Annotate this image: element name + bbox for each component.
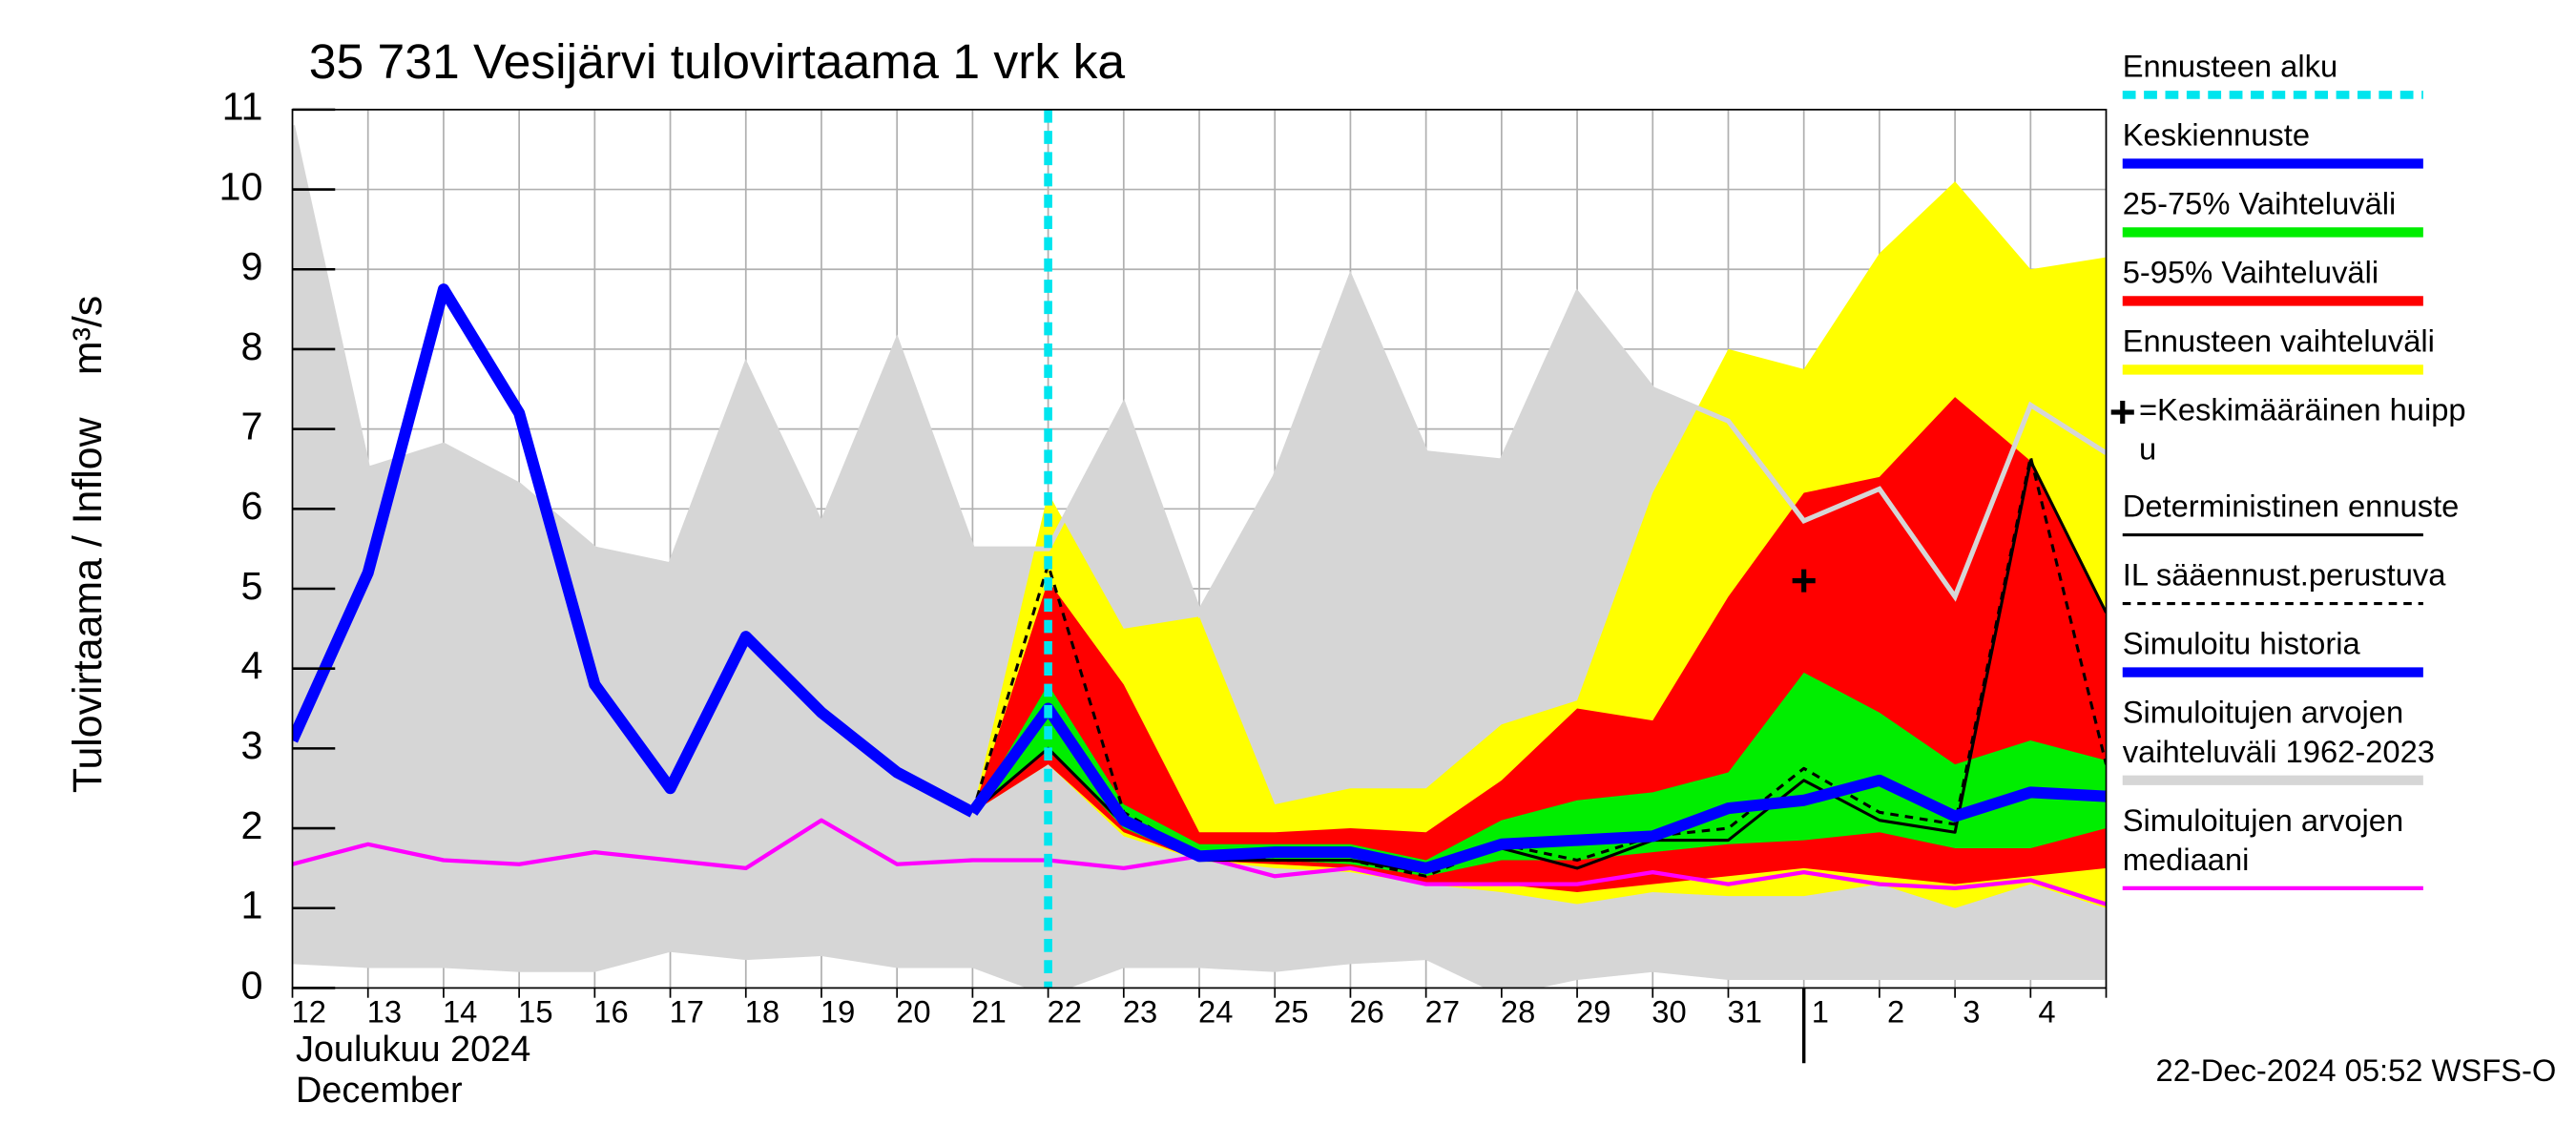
series-line [292,283,976,818]
x-tick-label: 26 [1349,994,1383,1030]
x-tick-label: 22 [1048,994,1082,1030]
legend-label: 5-95% Vaihteluväli [2123,255,2379,290]
legend-label: Deterministinen ennuste [2123,489,2460,524]
x-tick-label: 18 [745,994,779,1030]
y-axis-label: Tulovirtaama / Inflow [65,416,111,793]
legend-label: Simuloitu historia [2123,626,2361,661]
plot-area [292,109,2107,989]
band-edge [292,125,2107,619]
y-tick-label: 3 [241,723,263,767]
x-tick-label: 4 [2038,994,2055,1030]
legend-label: Simuloitujen arvojen [2123,802,2403,838]
y-tick-label: 0 [241,963,263,1007]
y-tick-label: 1 [241,884,263,927]
y-tick-label: 10 [219,164,263,208]
x-axis-label: Joulukuu 2024 [296,1030,530,1070]
x-tick-label: 31 [1728,994,1762,1030]
y-tick-label: 2 [241,803,263,847]
legend-label: 25-75% Vaihteluväli [2123,186,2397,221]
x-tick-label: 12 [292,994,326,1030]
legend-marker [2110,401,2134,424]
y-tick-label: 4 [241,644,263,688]
x-tick-label: 30 [1652,994,1686,1030]
band [972,672,2107,877]
chart-title: 35 731 Vesijärvi tulovirtaama 1 vrk ka [309,33,1126,89]
x-tick-label: 25 [1274,994,1308,1030]
x-tick-label: 28 [1501,994,1535,1030]
y-tick-label: 8 [241,324,263,368]
legend-label: =Keskimääräinen huipp [2139,392,2466,427]
y-axis-unit: m³/s [65,296,111,375]
x-tick-label: 13 [367,994,402,1030]
legend-label: Ennusteen alku [2123,49,2337,84]
legend-label: Simuloitujen arvojen [2123,695,2403,730]
peak-marker [1792,569,1816,593]
x-tick-label: 20 [896,994,930,1030]
legend-label: Ennusteen vaihteluväli [2123,323,2435,359]
y-tick-label: 6 [241,484,263,528]
plot-frame [291,109,2108,989]
x-axis-label: December [296,1071,463,1111]
x-tick-label: 15 [518,994,552,1030]
x-tick-label: 14 [443,994,477,1030]
x-tick-label: 3 [1963,994,1980,1030]
legend-label: mediaani [2123,842,2250,877]
x-tick-label: 17 [670,994,704,1030]
overlay: Ennusteen alku Keskiennuste 25-75% Vaihtel… [2110,49,2466,890]
x-tick-label: 19 [821,994,855,1030]
y-tick-label: 5 [241,564,263,608]
y-tick-label: 9 [241,244,263,288]
legend-label: Keskiennuste [2123,117,2310,153]
x-tick-label: 23 [1123,994,1157,1030]
timestamp: 22-Dec-2024 05:52 WSFS-O [2156,1052,2557,1088]
x-tick-label: 27 [1425,994,1460,1030]
legend-label: u [2139,431,2156,467]
x-tick-label: 2 [1887,994,1904,1030]
legend-label: IL sääennust.perustuva [2123,557,2447,593]
x-tick-label: 21 [971,994,1006,1030]
x-tick-label: 16 [593,994,628,1030]
legend-label: vaihteluväli 1962-2023 [2123,734,2435,769]
x-tick-label: 29 [1576,994,1610,1030]
y-tick-label: 7 [241,405,263,448]
y-tick-label: 11 [222,85,263,129]
series-line [967,702,2107,874]
x-tick-label: 24 [1198,994,1233,1030]
x-tick-label: 1 [1812,994,1829,1030]
